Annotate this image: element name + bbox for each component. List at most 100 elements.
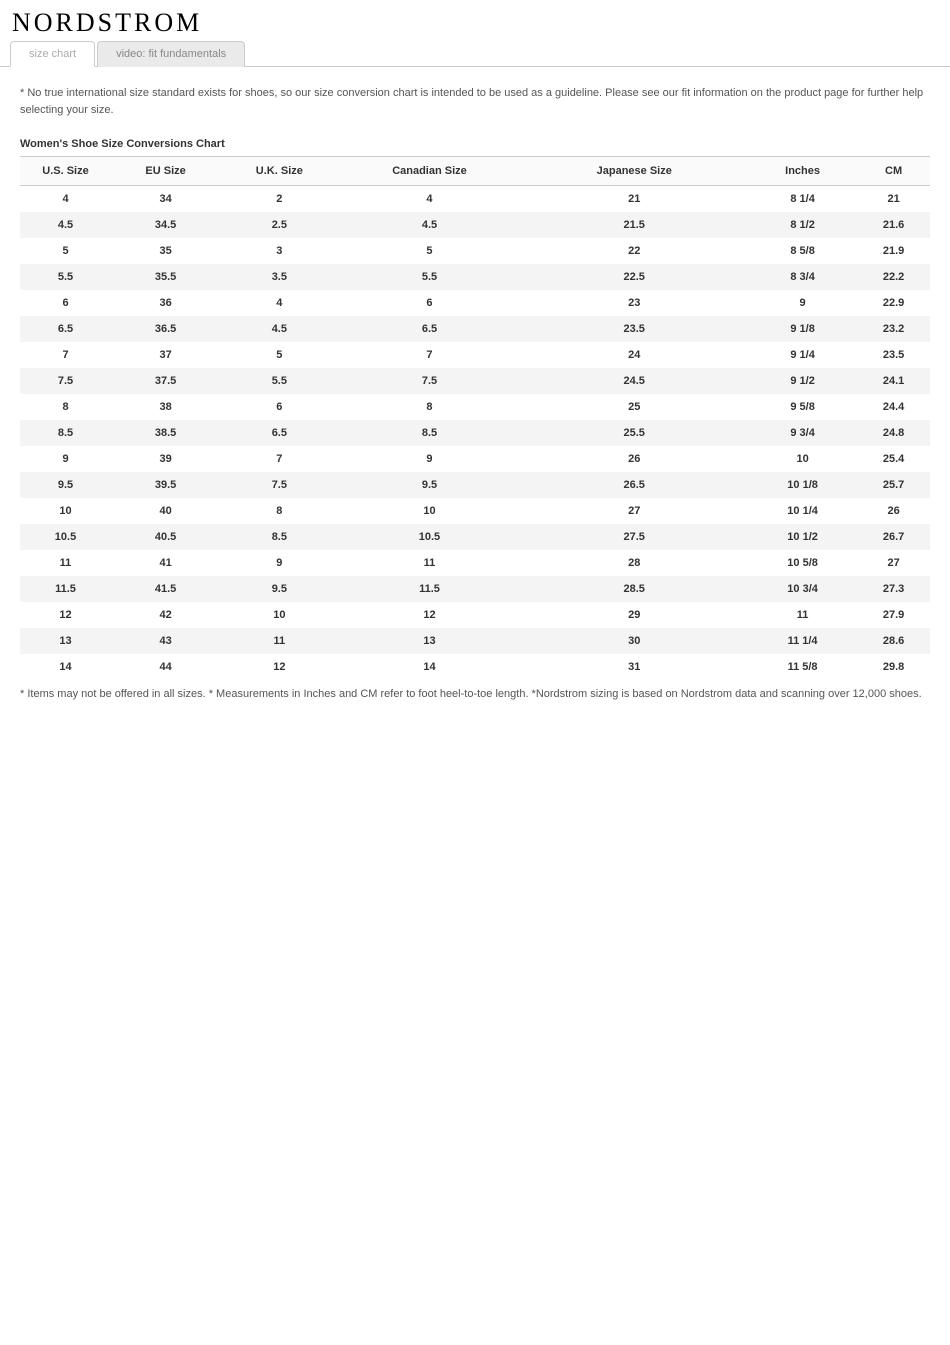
- table-cell: 22.9: [857, 290, 930, 316]
- table-cell: 23.5: [520, 316, 748, 342]
- table-cell: 10 1/4: [748, 498, 857, 524]
- table-row: 53535228 5/821.9: [20, 238, 930, 264]
- table-cell: 11.5: [20, 576, 111, 602]
- table-cell: 42: [111, 602, 220, 628]
- table-cell: 36.5: [111, 316, 220, 342]
- table-cell: 14: [338, 654, 520, 680]
- table-cell: 27.5: [520, 524, 748, 550]
- table-cell: 24: [520, 342, 748, 368]
- table-header-row: U.S. SizeEU SizeU.K. SizeCanadian SizeJa…: [20, 157, 930, 186]
- table-row: 9.539.57.59.526.510 1/825.7: [20, 472, 930, 498]
- table-cell: 8.5: [20, 420, 111, 446]
- table-row: 43424218 1/421: [20, 186, 930, 213]
- table-row: 93979261025.4: [20, 446, 930, 472]
- table-cell: 9: [220, 550, 338, 576]
- table-cell: 41.5: [111, 576, 220, 602]
- table-cell: 11 5/8: [748, 654, 857, 680]
- table-cell: 40.5: [111, 524, 220, 550]
- table-cell: 27.3: [857, 576, 930, 602]
- table-cell: 21: [520, 186, 748, 213]
- table-cell: 10 3/4: [748, 576, 857, 602]
- table-cell: 11: [338, 550, 520, 576]
- table-cell: 2.5: [220, 212, 338, 238]
- table-row: 144412143111 5/829.8: [20, 654, 930, 680]
- table-cell: 25.4: [857, 446, 930, 472]
- table-cell: 5: [220, 342, 338, 368]
- table-cell: 10 1/8: [748, 472, 857, 498]
- table-cell: 4.5: [20, 212, 111, 238]
- table-cell: 27: [857, 550, 930, 576]
- table-row: 5.535.53.55.522.58 3/422.2: [20, 264, 930, 290]
- table-cell: 39.5: [111, 472, 220, 498]
- table-cell: 2: [220, 186, 338, 213]
- table-cell: 9 5/8: [748, 394, 857, 420]
- column-header: Canadian Size: [338, 157, 520, 186]
- table-cell: 35.5: [111, 264, 220, 290]
- table-cell: 8: [220, 498, 338, 524]
- table-cell: 12: [20, 602, 111, 628]
- table-cell: 5: [20, 238, 111, 264]
- table-cell: 23: [520, 290, 748, 316]
- table-cell: 28.6: [857, 628, 930, 654]
- brand-logo: NORDSTROM: [12, 8, 938, 38]
- table-cell: 31: [520, 654, 748, 680]
- table-cell: 3.5: [220, 264, 338, 290]
- table-cell: 9.5: [220, 576, 338, 602]
- table-cell: 41: [111, 550, 220, 576]
- table-cell: 26: [520, 446, 748, 472]
- table-cell: 10.5: [338, 524, 520, 550]
- table-cell: 26.7: [857, 524, 930, 550]
- table-cell: 29: [520, 602, 748, 628]
- table-cell: 21.9: [857, 238, 930, 264]
- table-cell: 8 1/2: [748, 212, 857, 238]
- table-cell: 24.1: [857, 368, 930, 394]
- table-cell: 12: [220, 654, 338, 680]
- table-row: 11.541.59.511.528.510 3/427.3: [20, 576, 930, 602]
- table-cell: 9 1/2: [748, 368, 857, 394]
- table-cell: 10 1/2: [748, 524, 857, 550]
- table-cell: 10: [220, 602, 338, 628]
- table-cell: 6: [220, 394, 338, 420]
- table-cell: 4.5: [220, 316, 338, 342]
- size-conversion-table: U.S. SizeEU SizeU.K. SizeCanadian SizeJa…: [20, 156, 930, 680]
- table-cell: 35: [111, 238, 220, 264]
- table-cell: 7.5: [338, 368, 520, 394]
- table-row: 7.537.55.57.524.59 1/224.1: [20, 368, 930, 394]
- table-cell: 11: [220, 628, 338, 654]
- table-cell: 21: [857, 186, 930, 213]
- table-cell: 22.2: [857, 264, 930, 290]
- table-cell: 11.5: [338, 576, 520, 602]
- table-cell: 3: [220, 238, 338, 264]
- table-row: 83868259 5/824.4: [20, 394, 930, 420]
- tab-video-fit[interactable]: video: fit fundamentals: [97, 41, 245, 67]
- table-cell: 4: [220, 290, 338, 316]
- table-cell: 11 1/4: [748, 628, 857, 654]
- column-header: CM: [857, 157, 930, 186]
- table-cell: 37.5: [111, 368, 220, 394]
- table-cell: 12: [338, 602, 520, 628]
- table-cell: 6.5: [220, 420, 338, 446]
- table-cell: 23.2: [857, 316, 930, 342]
- table-cell: 34.5: [111, 212, 220, 238]
- table-cell: 7.5: [20, 368, 111, 394]
- table-cell: 9 1/4: [748, 342, 857, 368]
- column-header: U.S. Size: [20, 157, 111, 186]
- table-row: 10408102710 1/426: [20, 498, 930, 524]
- table-cell: 21.5: [520, 212, 748, 238]
- table-cell: 8 3/4: [748, 264, 857, 290]
- column-header: U.K. Size: [220, 157, 338, 186]
- table-row: 11419112810 5/827: [20, 550, 930, 576]
- table-cell: 8 1/4: [748, 186, 857, 213]
- table-cell: 9 1/8: [748, 316, 857, 342]
- table-row: 6.536.54.56.523.59 1/823.2: [20, 316, 930, 342]
- table-cell: 5.5: [338, 264, 520, 290]
- table-cell: 21.6: [857, 212, 930, 238]
- table-cell: 27: [520, 498, 748, 524]
- table-cell: 9.5: [20, 472, 111, 498]
- table-cell: 4: [338, 186, 520, 213]
- table-cell: 24.5: [520, 368, 748, 394]
- table-cell: 43: [111, 628, 220, 654]
- table-cell: 10: [338, 498, 520, 524]
- table-cell: 7: [20, 342, 111, 368]
- tab-size-chart[interactable]: size chart: [10, 41, 95, 67]
